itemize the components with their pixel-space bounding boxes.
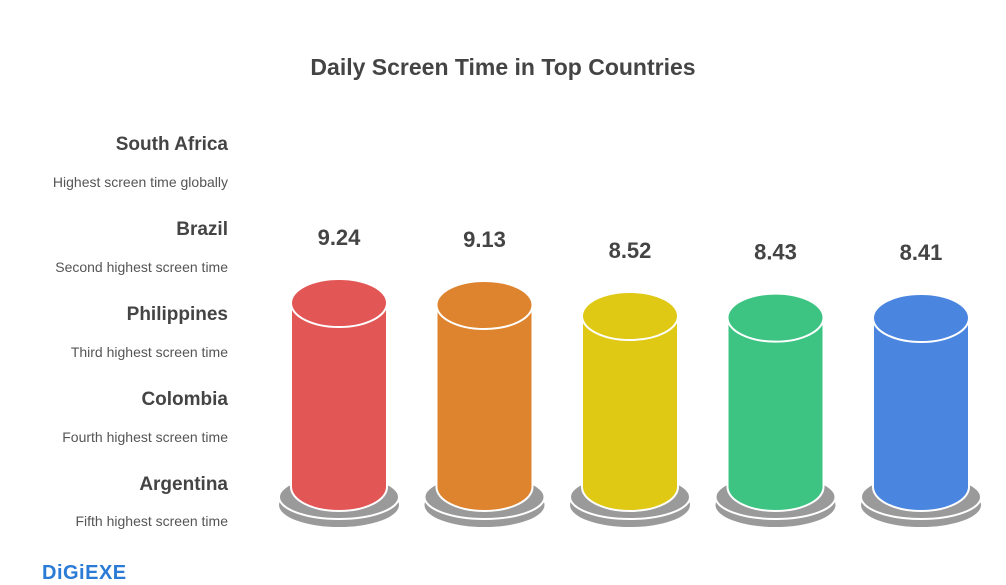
country-description: Third highest screen time [70,344,228,360]
bar-body [435,303,534,512]
country-name: Brazil [176,219,228,240]
country-name: Argentina [139,474,228,495]
bar-philippines: 8.52 [569,238,691,527]
bar-cap [581,291,679,342]
bar-brazil: 9.13 [423,227,546,527]
bar-south-africa: 9.24 [278,225,400,527]
country-description: Fifth highest screen time [75,513,228,529]
value-label: 9.13 [463,227,506,252]
country-name: Colombia [141,389,228,410]
country-description: Second highest screen time [55,259,228,275]
bar-cap [290,278,388,328]
country-description: Highest screen time globally [52,174,228,190]
country-name: South Africa [115,134,228,155]
value-label: 8.43 [754,240,797,265]
country-name: Philippines [126,304,228,325]
digiexe-logo: DiGiEXE [42,562,127,584]
chart-title: Daily Screen Time in Top Countries [310,54,696,80]
bar-body [581,315,679,512]
value-label: 8.41 [900,240,943,265]
bar-body [290,302,388,512]
bar-body [872,317,970,512]
bar-cap [872,293,970,343]
bar-cap [435,279,534,330]
bar-colombia: 8.43 [714,240,837,527]
bar-argentina: 8.41 [860,240,982,527]
bar-cap [726,292,825,343]
value-label: 8.52 [609,238,652,263]
country-description: Fourth highest screen time [62,429,228,445]
bar-body [726,316,825,512]
value-label: 9.24 [318,225,362,250]
